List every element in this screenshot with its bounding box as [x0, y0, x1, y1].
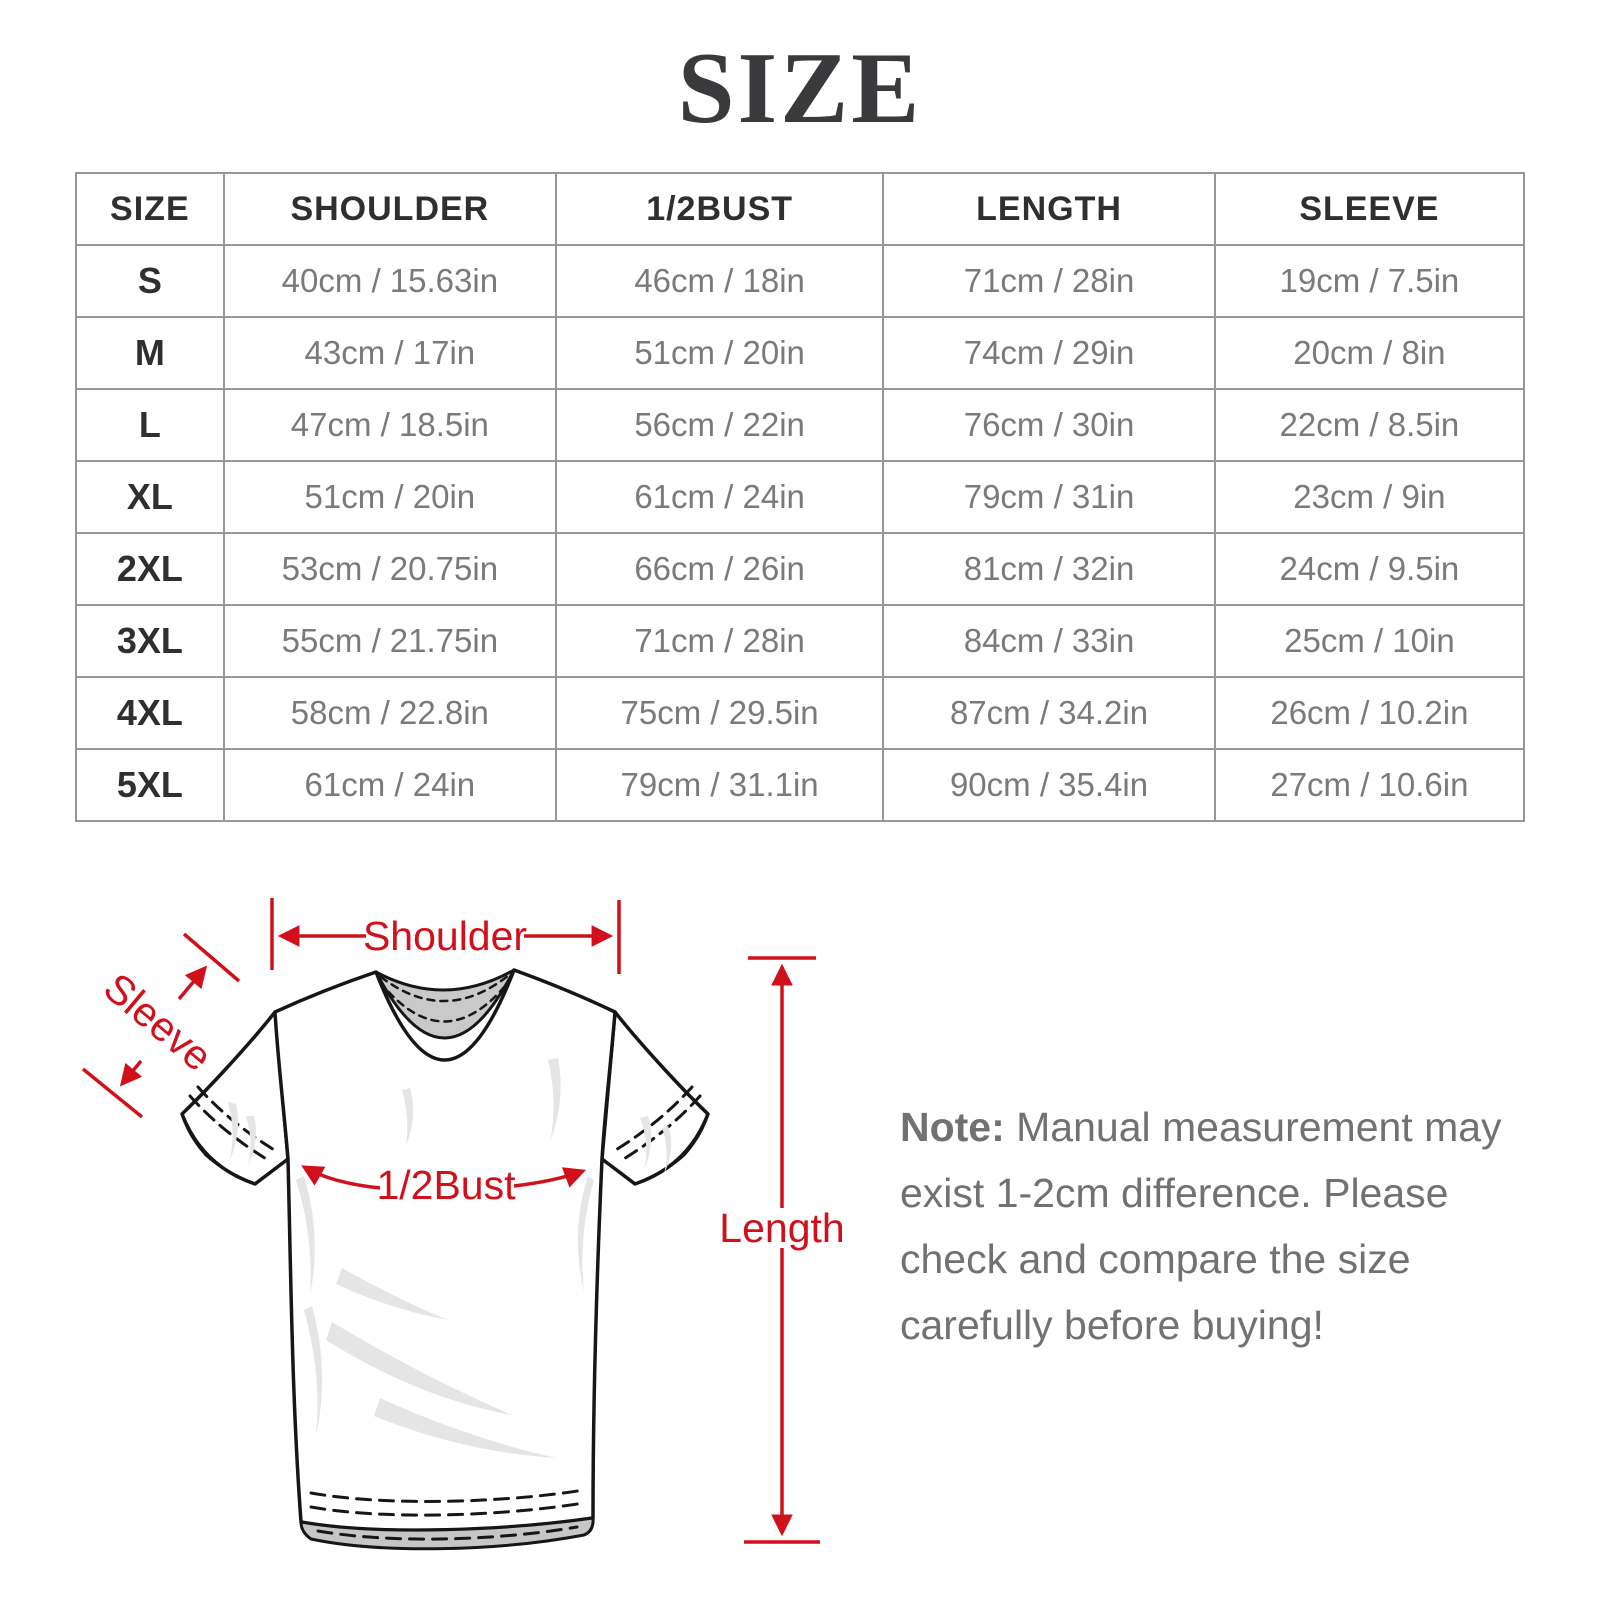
bottom-hem-stitching-3: [316, 1525, 579, 1541]
sleeve-label: Sleeve: [95, 964, 221, 1080]
table-row: 4XL 58cm / 22.8in 75cm / 29.5in 87cm / 3…: [75, 676, 1526, 750]
sleeve-arrow-bottom: [119, 1059, 143, 1087]
cell-sleeve: 27cm / 10.6in: [1213, 748, 1526, 822]
table-row: S 40cm / 15.63in 46cm / 18in 71cm / 28in…: [75, 244, 1526, 318]
sleeve-arrow-top: [177, 965, 208, 1001]
cell-size: 4XL: [75, 676, 225, 750]
left-cuff-opening: [180, 1112, 257, 1186]
cell-bust: 51cm / 20in: [554, 316, 885, 390]
cell-sleeve: 19cm / 7.5in: [1213, 244, 1526, 318]
cell-size: 5XL: [75, 748, 225, 822]
cell-shoulder: 40cm / 15.63in: [222, 244, 558, 318]
tshirt-right-sleeve: [600, 1010, 710, 1186]
collar-stitching: [379, 973, 511, 1003]
cell-length: 79cm / 31in: [882, 460, 1216, 534]
cell-shoulder: 55cm / 21.75in: [222, 604, 558, 678]
measurement-note: Note: Manual measurement may exist 1-2cm…: [900, 1094, 1515, 1358]
cell-bust: 56cm / 22in: [554, 388, 885, 462]
cell-size: S: [75, 244, 225, 318]
table-row: 3XL 55cm / 21.75in 71cm / 28in 84cm / 33…: [75, 604, 1526, 678]
table-header-row: SIZE SHOULDER 1/2BUST LENGTH SLEEVE: [75, 172, 1526, 246]
cell-length: 81cm / 32in: [882, 532, 1216, 606]
col-header-sleeve: SLEEVE: [1213, 172, 1526, 246]
collar-inside: [374, 968, 516, 1040]
cell-length: 76cm / 30in: [882, 388, 1216, 462]
length-label: Length: [719, 1205, 844, 1251]
size-table-container: SIZE SHOULDER 1/2BUST LENGTH SLEEVE S 40…: [75, 172, 1526, 822]
cell-sleeve: 23cm / 9in: [1213, 460, 1526, 534]
table-row: XL 51cm / 20in 61cm / 24in 79cm / 31in 2…: [75, 460, 1526, 534]
col-header-length: LENGTH: [882, 172, 1216, 246]
cell-size: M: [75, 316, 225, 390]
tshirt-illustration: [180, 968, 710, 1551]
cell-bust: 61cm / 24in: [554, 460, 885, 534]
cell-size: XL: [75, 460, 225, 534]
cell-shoulder: 58cm / 22.8in: [222, 676, 558, 750]
cell-shoulder: 47cm / 18.5in: [222, 388, 558, 462]
cell-bust: 66cm / 26in: [554, 532, 885, 606]
note-label: Note:: [900, 1104, 1005, 1150]
table-row: M 43cm / 17in 51cm / 20in 74cm / 29in 20…: [75, 316, 1526, 390]
cell-sleeve: 26cm / 10.2in: [1213, 676, 1526, 750]
cell-bust: 79cm / 31.1in: [554, 748, 885, 822]
table-row: 2XL 53cm / 20.75in 66cm / 26in 81cm / 32…: [75, 532, 1526, 606]
note-text: Manual measurement may exist 1-2cm diffe…: [900, 1104, 1502, 1348]
page-title: SIZE: [677, 32, 923, 145]
cell-size: L: [75, 388, 225, 462]
tshirt-measurement-diagram: Shoulder Sleeve 1/2Bust Length: [80, 870, 860, 1580]
cell-length: 90cm / 35.4in: [882, 748, 1216, 822]
cell-size: 2XL: [75, 532, 225, 606]
cell-sleeve: 24cm / 9.5in: [1213, 532, 1526, 606]
size-table: SIZE SHOULDER 1/2BUST LENGTH SLEEVE S 40…: [75, 172, 1526, 822]
col-header-size: SIZE: [75, 172, 225, 246]
right-sleeve-stitching-2: [612, 1085, 694, 1153]
collar-stitching-2: [378, 978, 512, 1023]
bust-label: 1/2Bust: [376, 1162, 516, 1208]
col-header-bust: 1/2BUST: [554, 172, 885, 246]
bottom-hem-stitching-2: [309, 1501, 586, 1517]
bottom-hem-stitching: [309, 1488, 586, 1503]
left-sleeve-stitching: [188, 1094, 270, 1162]
cell-bust: 75cm / 29.5in: [554, 676, 885, 750]
tshirt-body: [273, 968, 617, 1532]
sleeve-tick-bottom: [81, 1067, 144, 1119]
cell-bust: 46cm / 18in: [554, 244, 885, 318]
shoulder-label: Shoulder: [363, 913, 527, 959]
fabric-wrinkles: [228, 1058, 672, 1458]
cell-length: 87cm / 34.2in: [882, 676, 1216, 750]
cell-length: 84cm / 33in: [882, 604, 1216, 678]
bust-arrow-right: [513, 1167, 587, 1188]
col-header-shoulder: SHOULDER: [222, 172, 558, 246]
table-row: L 47cm / 18.5in 56cm / 22in 76cm / 30in …: [75, 388, 1526, 462]
cell-shoulder: 53cm / 20.75in: [222, 532, 558, 606]
cell-shoulder: 43cm / 17in: [222, 316, 558, 390]
tshirt-diagram-svg: Shoulder Sleeve 1/2Bust Length: [81, 898, 845, 1551]
cell-length: 71cm / 28in: [882, 244, 1216, 318]
cell-shoulder: 51cm / 20in: [222, 460, 558, 534]
cell-sleeve: 22cm / 8.5in: [1213, 388, 1526, 462]
measurement-annotations: [81, 898, 820, 1544]
sleeve-tick-top: [182, 932, 241, 983]
cell-bust: 71cm / 28in: [554, 604, 885, 678]
bottom-hem-band: [299, 1516, 595, 1551]
cell-length: 74cm / 29in: [882, 316, 1216, 390]
cell-shoulder: 61cm / 24in: [222, 748, 558, 822]
cell-sleeve: 25cm / 10in: [1213, 604, 1526, 678]
right-cuff-opening: [633, 1112, 710, 1186]
table-row: 5XL 61cm / 24in 79cm / 31.1in 90cm / 35.…: [75, 748, 1526, 822]
cell-size: 3XL: [75, 604, 225, 678]
bust-arrow-left: [301, 1165, 381, 1190]
cell-sleeve: 20cm / 8in: [1213, 316, 1526, 390]
